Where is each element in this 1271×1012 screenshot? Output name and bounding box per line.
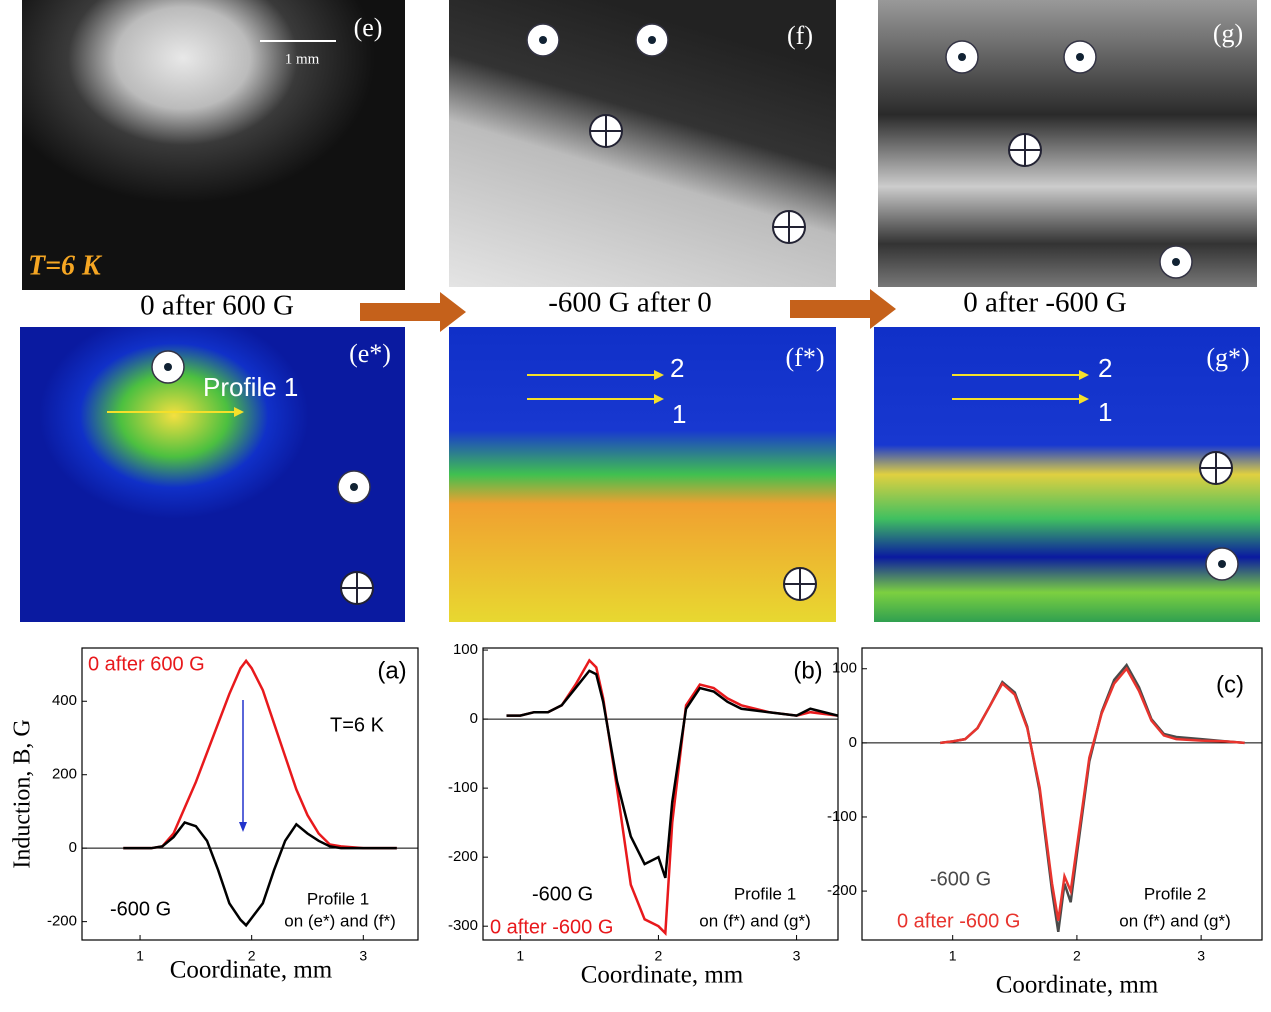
profile-label: Profile 1 <box>203 372 298 402</box>
panel-label: (a) <box>377 657 406 684</box>
x-tick-label: 2 <box>655 948 663 964</box>
x-tick-label: 1 <box>136 948 144 964</box>
color-map <box>20 327 405 622</box>
legend-label: -600 G <box>532 883 593 905</box>
temperature-label: T=6 K <box>28 250 103 281</box>
y-tick-label: 100 <box>453 641 478 658</box>
line-series <box>506 669 838 879</box>
plot-frame <box>861 647 1263 941</box>
plot-frame <box>482 647 839 941</box>
annotation: on (f*) and (g*) <box>1119 911 1231 930</box>
panel-label: (f) <box>787 21 813 50</box>
legend-label: 0 after 600 G <box>88 653 205 675</box>
profile-marker: 2 <box>670 353 684 383</box>
y-tick-label: -200 <box>827 882 857 899</box>
arrow <box>360 292 466 332</box>
annotation: Profile 2 <box>1144 884 1206 903</box>
profile-marker: 1 <box>1098 397 1112 427</box>
legend-label: 0 after -600 G <box>897 910 1020 932</box>
y-tick-label: -100 <box>448 779 478 796</box>
x-axis-title: Coordinate, mm <box>581 962 744 989</box>
panel-label: (e) <box>354 13 383 42</box>
color-map <box>449 327 836 622</box>
panel-label: (e*) <box>349 339 391 368</box>
y-tick-label: 400 <box>52 692 77 709</box>
y-tick-label: 0 <box>849 734 857 751</box>
arrow <box>790 289 896 329</box>
y-tick-label: -200 <box>448 848 478 865</box>
y-tick-label: 0 <box>470 710 478 727</box>
y-tick-label: -200 <box>47 913 77 930</box>
x-tick-label: 2 <box>1073 948 1081 964</box>
legend-label: -600 G <box>930 868 991 890</box>
annotation: on (e*) and (f*) <box>284 911 396 930</box>
panel-label: (g*) <box>1206 343 1249 372</box>
mo-image <box>22 0 405 290</box>
legend-label: -600 G <box>110 898 171 920</box>
panel-label: (b) <box>793 657 822 684</box>
x-tick-label: 3 <box>359 948 367 964</box>
plot-frame <box>81 647 419 941</box>
mo-image <box>878 0 1257 287</box>
color-map <box>874 327 1260 622</box>
line-series <box>123 658 397 850</box>
y-tick-label: -100 <box>827 808 857 825</box>
line-series <box>123 820 397 928</box>
profile-marker: 1 <box>672 399 686 429</box>
x-tick-label: 1 <box>949 948 957 964</box>
legend-label: 0 after -600 G <box>490 916 613 938</box>
y-tick-label: -300 <box>448 917 478 934</box>
profile-marker: 2 <box>1098 353 1112 383</box>
annotation: Profile 1 <box>734 884 796 903</box>
scale-label: 1 mm <box>285 51 320 67</box>
caption: 0 after 600 G <box>140 290 294 322</box>
annotation: T=6 K <box>330 714 385 736</box>
y-tick-label: 200 <box>52 766 77 783</box>
caption: -600 G after 0 <box>548 287 711 319</box>
panel-label: (f*) <box>786 343 825 372</box>
panel-label: (c) <box>1216 671 1244 698</box>
x-tick-label: 3 <box>1197 948 1205 964</box>
caption: 0 after -600 G <box>963 287 1127 319</box>
x-tick-label: 1 <box>516 948 524 964</box>
x-tick-label: 2 <box>248 948 256 964</box>
x-tick-label: 3 <box>793 948 801 964</box>
panel-label: (g) <box>1213 19 1243 48</box>
annotation: on (f*) and (g*) <box>699 911 811 930</box>
y-tick-label: 0 <box>69 839 77 856</box>
y-axis-title: Induction, B, G <box>10 719 36 868</box>
line-series <box>940 666 1245 921</box>
annotation: Profile 1 <box>307 889 369 908</box>
x-axis-title: Coordinate, mm <box>996 972 1159 999</box>
x-axis-title: Coordinate, mm <box>170 957 333 984</box>
y-tick-label: 100 <box>832 660 857 677</box>
